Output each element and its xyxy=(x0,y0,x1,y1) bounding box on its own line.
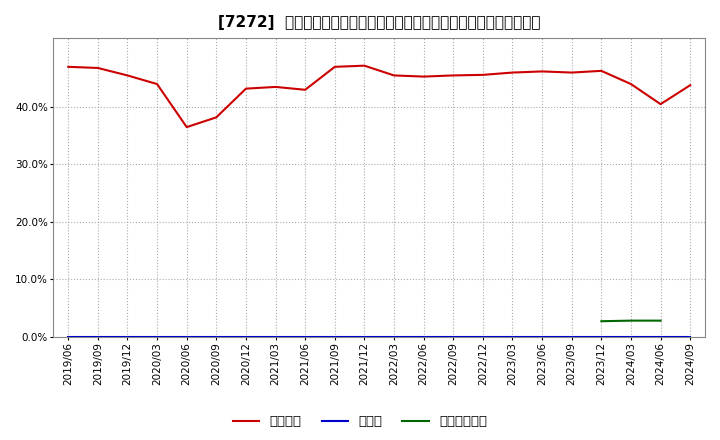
のれん xyxy=(182,334,191,339)
のれん xyxy=(479,334,487,339)
自己資本 xyxy=(626,81,635,87)
自己資本 xyxy=(419,74,428,79)
自己資本 xyxy=(153,81,161,87)
繰延税金資産 xyxy=(626,318,635,323)
自己資本 xyxy=(686,83,695,88)
自己資本 xyxy=(182,125,191,130)
自己資本 xyxy=(567,70,576,75)
のれん xyxy=(656,334,665,339)
自己資本 xyxy=(301,87,310,92)
自己資本 xyxy=(538,69,546,74)
自己資本 xyxy=(242,86,251,91)
のれん xyxy=(538,334,546,339)
のれん xyxy=(94,334,102,339)
Line: 自己資本: 自己資本 xyxy=(68,66,690,127)
のれん xyxy=(330,334,339,339)
自己資本 xyxy=(479,72,487,77)
自己資本 xyxy=(360,63,369,68)
のれん xyxy=(390,334,398,339)
のれん xyxy=(567,334,576,339)
のれん xyxy=(626,334,635,339)
自己資本 xyxy=(94,65,102,70)
のれん xyxy=(360,334,369,339)
Title: [7272]  自己資本、のれん、繰延税金資産の総資産に対する比率の推移: [7272] 自己資本、のれん、繰延税金資産の総資産に対する比率の推移 xyxy=(218,15,541,30)
自己資本 xyxy=(656,102,665,107)
のれん xyxy=(271,334,280,339)
のれん xyxy=(301,334,310,339)
のれん xyxy=(508,334,517,339)
のれん xyxy=(419,334,428,339)
のれん xyxy=(64,334,73,339)
自己資本 xyxy=(390,73,398,78)
のれん xyxy=(123,334,132,339)
のれん xyxy=(597,334,606,339)
繰延税金資産 xyxy=(597,319,606,324)
自己資本 xyxy=(271,84,280,90)
のれん xyxy=(686,334,695,339)
自己資本 xyxy=(597,68,606,73)
繰延税金資産 xyxy=(656,318,665,323)
自己資本 xyxy=(330,64,339,70)
自己資本 xyxy=(508,70,517,75)
Legend: 自己資本, のれん, 繰延税金資産: 自己資本, のれん, 繰延税金資産 xyxy=(228,410,492,433)
自己資本 xyxy=(449,73,458,78)
のれん xyxy=(242,334,251,339)
自己資本 xyxy=(123,73,132,78)
のれん xyxy=(449,334,458,339)
のれん xyxy=(212,334,220,339)
のれん xyxy=(153,334,161,339)
自己資本 xyxy=(212,115,220,120)
自己資本 xyxy=(64,64,73,70)
